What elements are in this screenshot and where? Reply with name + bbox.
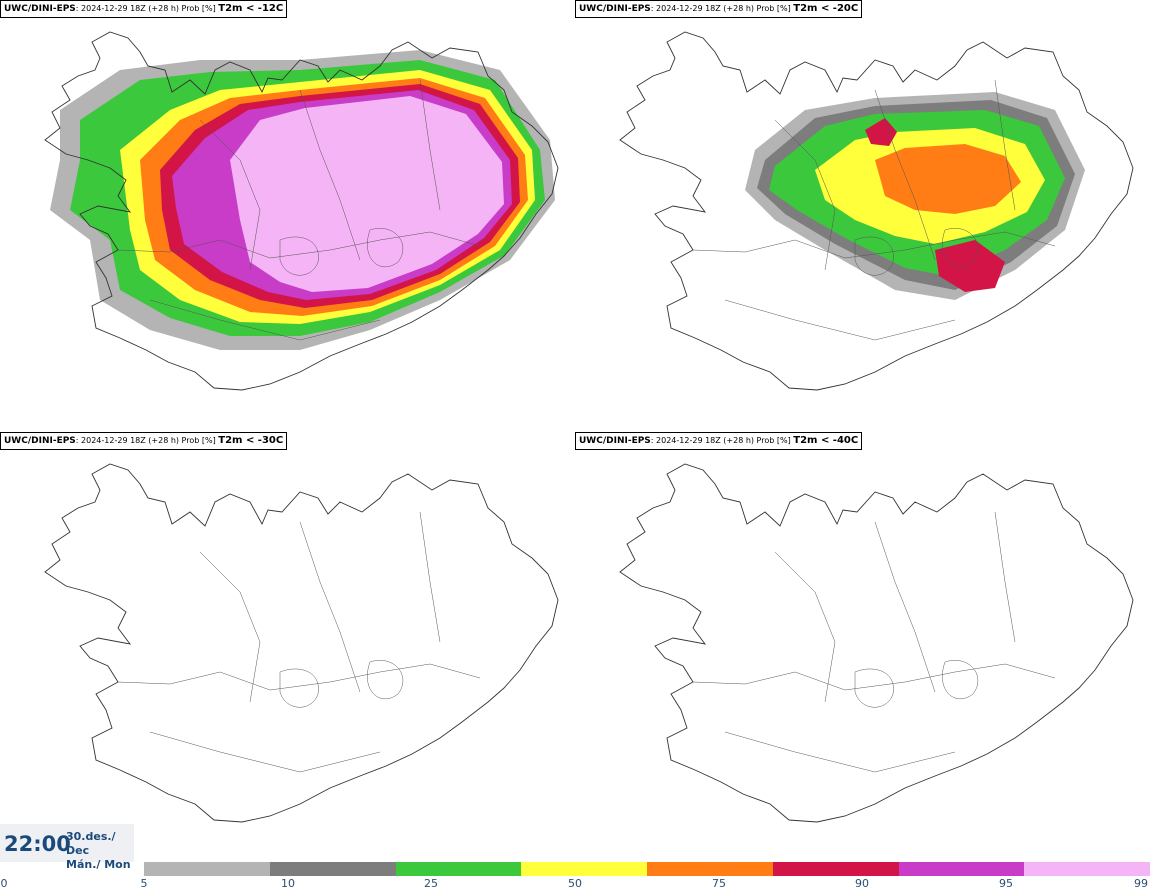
map-panel-t2m-30: UWC/DINI-EPS: 2024-12-29 18Z (+28 h) Pro… [0,432,575,864]
panel-title: UWC/DINI-EPS: 2024-12-29 18Z (+28 h) Pro… [0,0,288,18]
colorbar-bin-50-75 [521,862,647,876]
valid-time: 22:00 [4,832,71,856]
colorbar-bin-25-50 [395,862,522,876]
colorbar-tick: 50 [568,877,582,890]
valid-date: 30.des./ Dec Mán./ Mon [66,830,134,872]
probability-area [865,118,897,146]
colorbar-tick: 10 [281,877,295,890]
colorbar-bin-95-99 [898,862,1025,876]
colorbar-tick: 5 [140,877,148,890]
colorbar-tick: 25 [424,877,438,890]
colorbar-bin-90-95 [772,862,899,876]
colorbar-tick: 75 [712,877,726,890]
valid-time-box: 22:00 30.des./ Dec Mán./ Mon [0,824,134,871]
colorbar-tick: 95 [999,877,1013,890]
iceland-map [619,31,1134,391]
probability-area [230,96,504,292]
colorbar-bin-5-10 [144,862,270,876]
colorbar-tick: 90 [855,877,869,890]
iceland-map [44,31,559,391]
probability-colorbar [144,862,1150,876]
panel-title: UWC/DINI-EPS: 2024-12-29 18Z (+28 h) Pro… [575,432,863,450]
panel-title: UWC/DINI-EPS: 2024-12-29 18Z (+28 h) Pro… [575,0,863,18]
date-line-2: Mán./ Mon [66,858,131,871]
map-panel-t2m-20: UWC/DINI-EPS: 2024-12-29 18Z (+28 h) Pro… [575,0,1150,432]
map-panel-t2m-40: UWC/DINI-EPS: 2024-12-29 18Z (+28 h) Pro… [575,432,1150,864]
colorbar-bin-10-25 [269,862,396,876]
date-line-1: 30.des./ Dec [66,830,116,857]
map-panel-t2m-12: UWC/DINI-EPS: 2024-12-29 18Z (+28 h) Pro… [0,0,575,432]
probability-area [875,144,1021,214]
colorbar-tick: 99 [1134,877,1148,890]
colorbar-bin-99-plus [1024,862,1150,876]
iceland-map [44,463,559,823]
colorbar-tick: 0 [0,877,8,890]
probability-area [935,240,1005,292]
panel-title: UWC/DINI-EPS: 2024-12-29 18Z (+28 h) Pro… [0,432,288,450]
iceland-map [619,463,1134,823]
colorbar-bin-75-90 [647,862,773,876]
